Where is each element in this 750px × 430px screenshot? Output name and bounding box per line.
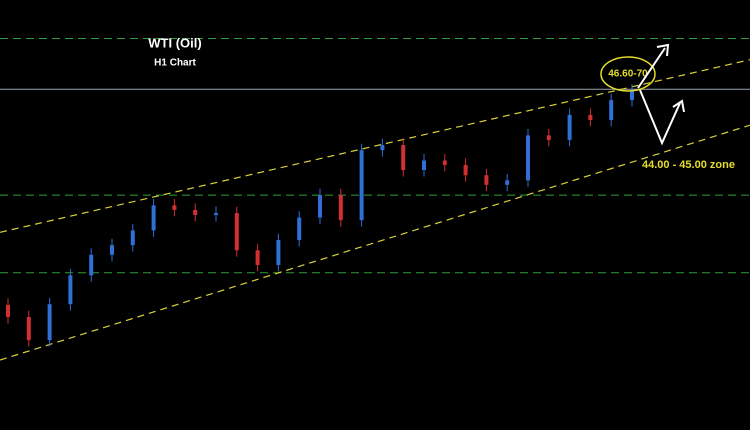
candle-body xyxy=(214,213,218,215)
candle-body xyxy=(567,114,572,140)
candle-body xyxy=(276,240,281,266)
arrow-up xyxy=(637,47,666,89)
chart-title: WTI (Oil) xyxy=(148,35,201,50)
candle-body xyxy=(380,145,385,151)
candle-body xyxy=(318,195,322,218)
candle-body xyxy=(26,317,31,341)
target-circle xyxy=(600,56,656,92)
arrow-head xyxy=(672,99,685,113)
trend-line xyxy=(0,59,750,233)
candle-body xyxy=(442,160,447,165)
candle-body xyxy=(6,304,10,318)
candle-body xyxy=(68,275,73,305)
candle-body xyxy=(463,164,468,176)
candle-body xyxy=(234,213,239,251)
candle-body xyxy=(130,230,135,246)
plot-area xyxy=(0,38,750,361)
target-label: 46.60-70 xyxy=(608,69,648,80)
candle-body xyxy=(297,217,302,241)
candle-body xyxy=(505,180,510,185)
candle-body xyxy=(484,175,489,185)
zone-label: 44.00 - 45.00 zone xyxy=(642,159,735,171)
candle-body xyxy=(630,90,634,101)
trend-line xyxy=(0,124,750,361)
candle-body xyxy=(338,195,343,221)
candle-body xyxy=(193,209,198,215)
candle-body xyxy=(255,250,260,266)
candle-body xyxy=(151,205,156,231)
candle-body xyxy=(401,145,406,171)
candle-body xyxy=(172,205,177,210)
candle-body xyxy=(422,160,426,171)
candle-body xyxy=(546,135,551,140)
arrow-head xyxy=(656,43,670,57)
candle-body xyxy=(526,135,530,181)
chart-subtitle: H1 Chart xyxy=(154,58,196,69)
candle-body xyxy=(110,245,114,255)
candle-body xyxy=(359,150,364,221)
arrows xyxy=(637,43,685,146)
arrow-bounce xyxy=(639,89,681,146)
candle-body xyxy=(89,254,94,276)
candle-body xyxy=(47,304,52,341)
candle-body xyxy=(588,114,593,121)
candle-body xyxy=(609,100,614,121)
